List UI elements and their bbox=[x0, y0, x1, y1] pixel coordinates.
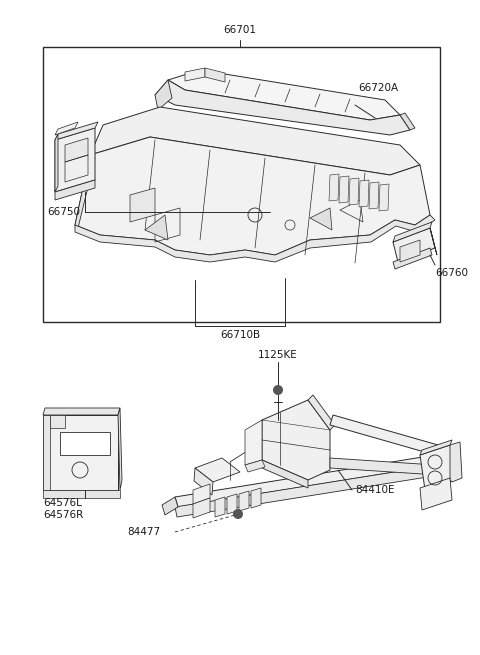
Polygon shape bbox=[175, 455, 438, 507]
Polygon shape bbox=[145, 215, 168, 240]
Polygon shape bbox=[393, 228, 435, 262]
Polygon shape bbox=[359, 180, 369, 207]
Polygon shape bbox=[251, 488, 261, 508]
Polygon shape bbox=[393, 248, 432, 269]
Text: 84410E: 84410E bbox=[355, 485, 395, 495]
Text: 84477: 84477 bbox=[127, 527, 160, 537]
Text: 64576L: 64576L bbox=[43, 498, 82, 508]
Polygon shape bbox=[369, 182, 379, 209]
Polygon shape bbox=[393, 222, 432, 242]
Polygon shape bbox=[175, 465, 440, 517]
Polygon shape bbox=[75, 215, 435, 262]
Polygon shape bbox=[43, 415, 50, 490]
Polygon shape bbox=[308, 395, 335, 430]
Polygon shape bbox=[168, 70, 400, 120]
Polygon shape bbox=[43, 408, 120, 415]
Polygon shape bbox=[55, 134, 58, 192]
Circle shape bbox=[273, 385, 283, 395]
Polygon shape bbox=[450, 442, 462, 482]
Polygon shape bbox=[75, 137, 430, 255]
Polygon shape bbox=[60, 432, 110, 455]
Polygon shape bbox=[430, 228, 437, 255]
Polygon shape bbox=[162, 497, 178, 515]
Polygon shape bbox=[262, 400, 330, 480]
Polygon shape bbox=[55, 128, 95, 192]
Polygon shape bbox=[43, 415, 118, 490]
Circle shape bbox=[233, 509, 243, 519]
Text: 64576R: 64576R bbox=[43, 510, 83, 520]
Polygon shape bbox=[193, 498, 210, 518]
Polygon shape bbox=[43, 490, 120, 498]
Polygon shape bbox=[400, 240, 420, 262]
Polygon shape bbox=[130, 188, 155, 222]
Polygon shape bbox=[379, 184, 389, 211]
Text: 1125KE: 1125KE bbox=[258, 350, 298, 360]
Polygon shape bbox=[90, 107, 420, 175]
Polygon shape bbox=[329, 174, 339, 201]
Polygon shape bbox=[420, 440, 452, 455]
Polygon shape bbox=[75, 155, 95, 228]
Polygon shape bbox=[330, 415, 438, 455]
Polygon shape bbox=[155, 80, 172, 110]
Polygon shape bbox=[400, 113, 415, 130]
Polygon shape bbox=[185, 68, 205, 81]
Polygon shape bbox=[205, 68, 225, 82]
Polygon shape bbox=[239, 491, 249, 511]
Polygon shape bbox=[155, 80, 410, 135]
Polygon shape bbox=[50, 415, 65, 428]
Polygon shape bbox=[262, 460, 308, 488]
Polygon shape bbox=[195, 458, 240, 482]
Text: 66701: 66701 bbox=[224, 25, 256, 35]
Polygon shape bbox=[420, 478, 452, 510]
Polygon shape bbox=[55, 122, 98, 140]
Polygon shape bbox=[194, 468, 213, 495]
Polygon shape bbox=[310, 208, 332, 230]
Polygon shape bbox=[193, 484, 210, 504]
Polygon shape bbox=[339, 176, 349, 203]
Polygon shape bbox=[349, 178, 359, 205]
Polygon shape bbox=[420, 445, 455, 490]
Polygon shape bbox=[65, 138, 88, 162]
Text: 66750: 66750 bbox=[47, 207, 80, 217]
Polygon shape bbox=[215, 497, 225, 517]
Polygon shape bbox=[55, 180, 95, 200]
Polygon shape bbox=[118, 408, 122, 490]
Polygon shape bbox=[245, 420, 262, 465]
Text: 66760: 66760 bbox=[435, 268, 468, 278]
Polygon shape bbox=[245, 460, 265, 472]
Polygon shape bbox=[330, 458, 438, 475]
Text: 66720A: 66720A bbox=[358, 83, 398, 93]
Polygon shape bbox=[55, 122, 78, 135]
Text: 66710B: 66710B bbox=[220, 330, 260, 340]
Polygon shape bbox=[227, 494, 237, 514]
